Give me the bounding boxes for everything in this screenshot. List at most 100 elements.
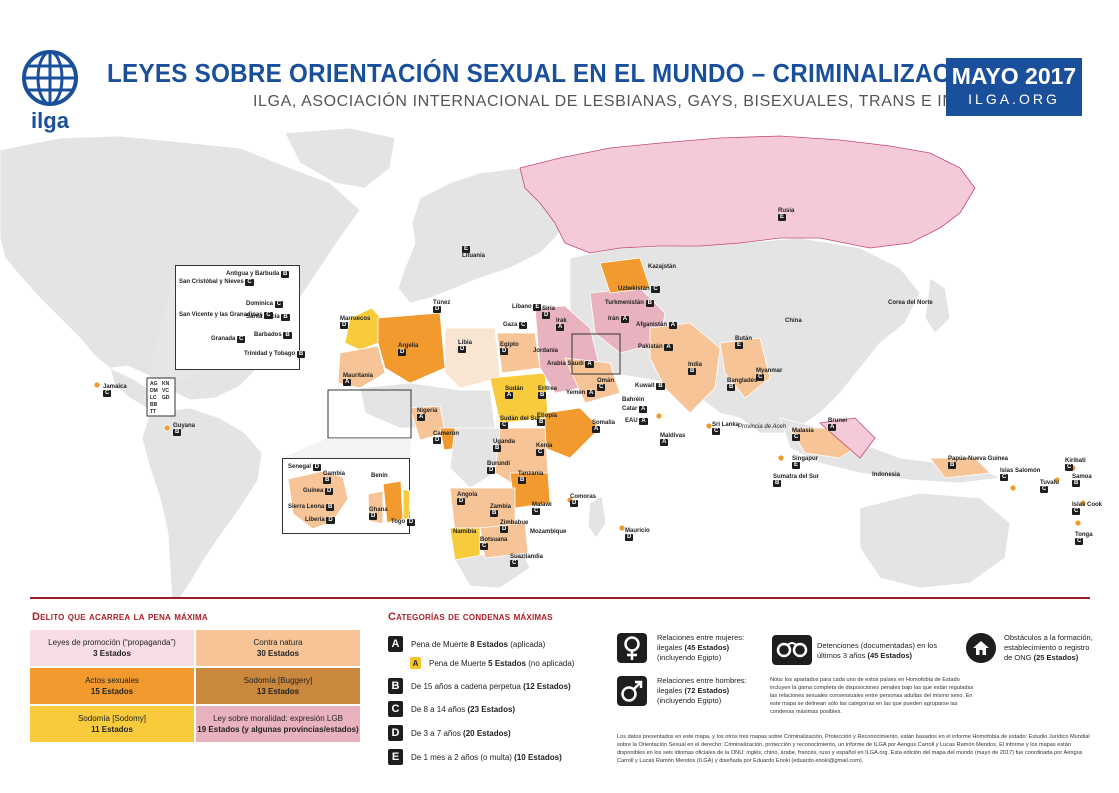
- cell-count: 3 Estados: [93, 649, 131, 658]
- label-tonga: Tonga C: [1075, 532, 1093, 545]
- label-egipto: Egipto D: [500, 342, 519, 355]
- label-comoras: Comoras D: [570, 494, 597, 507]
- myanmar-region: [719, 337, 771, 399]
- japan-land: [924, 277, 951, 334]
- legend-categorias-title: Categorías de condenas máximas: [388, 611, 553, 623]
- label-ghana: Ghana D: [369, 507, 388, 520]
- cell-label: Sodomía [Sodomy]: [77, 714, 147, 723]
- label-burundi: Burundi D: [487, 461, 510, 474]
- hombres-line1: Relaciones entre hombres:: [657, 676, 747, 685]
- label-tunez: Túnez D: [433, 300, 451, 313]
- label-aceh: Provincia de Aceh: [738, 424, 787, 430]
- label-maldivas: Maldivas A: [660, 433, 686, 446]
- category-letter: A: [410, 657, 421, 669]
- category-letter: D: [388, 725, 403, 741]
- category-letter: B: [388, 678, 403, 694]
- label-guyana: Guyana B: [173, 423, 196, 436]
- label-namibia: Namibia: [453, 529, 477, 535]
- legend-cell-actos-sexuales: Actos sexuales 15 Estados: [30, 668, 194, 704]
- label-catar: Catar A: [622, 406, 648, 413]
- label-mauritania: Mauritania A: [343, 373, 374, 386]
- label-malawi: Malawi C: [532, 502, 552, 515]
- category-b: B De 15 años a cadena perpetua (12 Estad…: [388, 678, 571, 694]
- label-sierra-leona: Sierra Leona B: [288, 504, 335, 511]
- label-malasia: Malasia C: [792, 428, 814, 441]
- category-extra: (aplicada): [510, 639, 546, 649]
- label-san-vicente: San Vicente y las Granadinas C: [179, 312, 273, 319]
- hombres-count: (72 Estados): [684, 686, 730, 695]
- globe-icon: [22, 50, 78, 106]
- category-count: 8 Estados: [470, 639, 508, 649]
- label-yemen: Yemen A: [566, 390, 596, 397]
- label-dominica: Dominica C: [246, 301, 284, 308]
- detenciones-line2: últimos 3 años: [817, 651, 866, 660]
- label-santa-lucia: Santa Lucía B: [246, 314, 290, 321]
- legend-mujeres-text: Relaciones entre mujeres: ilegales (45 E…: [657, 633, 744, 663]
- label-pakistan: Pakistán A: [638, 344, 673, 351]
- label-salomon: Islas Salomón C: [1000, 468, 1041, 481]
- legend-hombres-text: Relaciones entre hombres: ilegales (72 E…: [657, 676, 747, 706]
- category-a-no-aplicada: A Pena de Muerte 5 Estados (no aplicada): [410, 657, 574, 669]
- label-camerun: Camerún D: [433, 431, 460, 444]
- label-irak: Irak A: [556, 318, 567, 331]
- legend-cell-contra-natura: Contra natura 30 Estados: [196, 630, 360, 666]
- mujeres-line1: Relaciones entre mujeres:: [657, 633, 745, 642]
- category-text: De 15 años a cadena perpetua: [411, 681, 521, 691]
- cell-count: 11 Estados: [91, 725, 133, 734]
- label-siria: Siria D: [542, 306, 556, 319]
- ong-line1: Obstáculos a la formación,: [1004, 633, 1093, 642]
- label-bahrein: Bahréin: [622, 397, 645, 403]
- russia-region: [519, 135, 976, 254]
- category-a-aplicada: A Pena de Muerte 8 Estados (aplicada): [388, 636, 545, 652]
- label-jordania: Jordania: [533, 348, 559, 354]
- label-islas-cook: Islas Cook C: [1072, 502, 1103, 515]
- category-count: (10 Estados): [514, 752, 562, 762]
- caribbean-codes: AG DM LC BB TT: [150, 381, 158, 415]
- legend-cell-buggery: Sodomía [Buggery] 13 Estados: [196, 668, 360, 704]
- label-etiopia: Etiopía B: [537, 413, 558, 426]
- arabia-south-region: [564, 357, 621, 404]
- label-kuwait: Kuwait B: [635, 383, 665, 390]
- label-barbados: Barbados B: [254, 332, 292, 339]
- mujeres-line3: (incluyendo Egipto): [657, 653, 722, 662]
- cell-count: 19 Estados (y algunas provincias/estados…: [197, 725, 359, 734]
- greenland-land: [284, 127, 396, 189]
- ilga-logo: ilga: [22, 50, 78, 133]
- png-region: [929, 457, 991, 479]
- mauritania-region: [337, 345, 386, 389]
- cell-count: 30 Estados: [256, 649, 300, 658]
- label-zambia: Zambia B: [490, 504, 512, 517]
- label-jamaica: Jamaica C: [103, 384, 127, 397]
- label-tanzania: Tanzania B: [518, 471, 544, 484]
- detenciones-line1: Detenciones (documentadas) en los: [817, 641, 938, 650]
- category-text: De 8 a 14 años: [411, 704, 466, 714]
- inset-west-africa: Senegal D Gambia B Guinea D Sierra Leona …: [282, 458, 416, 534]
- central-asia-region: [599, 257, 651, 294]
- cell-count: 15 Estados: [90, 687, 134, 696]
- label-nigeria: Nigeria A: [417, 408, 438, 421]
- legend-nota: Nota: los apartados para cada uno de est…: [770, 677, 974, 715]
- male-symbol-icon: [617, 676, 647, 706]
- label-kenia: Kenia C: [536, 443, 553, 456]
- cell-label: Contra natura: [253, 638, 303, 647]
- label-oman: Omán C: [597, 378, 615, 391]
- cell-count: 13 Estados: [256, 687, 300, 696]
- legend-fuente: Los datos presentados en este mapa, y lo…: [617, 734, 1090, 764]
- label-eau: EAU A: [625, 418, 648, 425]
- legend-ong-text: Obstáculos a la formación, establecimien…: [1004, 633, 1093, 663]
- label-senegal: Senegal D: [288, 464, 322, 471]
- legend-detenciones-text: Detenciones (documentadas) en los último…: [817, 641, 937, 661]
- madagascar-land: [587, 495, 607, 539]
- category-d: D De 3 a 7 años (20 Estados): [388, 725, 511, 741]
- category-text: Pena de Muerte: [411, 639, 468, 649]
- category-c: C De 8 a 14 años (23 Estados): [388, 701, 515, 717]
- cell-label: Actos sexuales: [85, 676, 139, 685]
- label-papua: Papúa-Nueva Guinea B: [948, 456, 1009, 469]
- label-rusia: Rusia E: [778, 208, 795, 221]
- mujeres-line2: ilegales: [657, 643, 683, 652]
- detenciones-count: (45 Estados): [867, 651, 913, 660]
- label-benin: Benín: [371, 473, 388, 479]
- label-uzbekistan: Uzbekistán C: [618, 286, 660, 293]
- label-gaza: Gaza C: [503, 322, 528, 329]
- label-kazajstan: Kazajstán: [648, 264, 677, 270]
